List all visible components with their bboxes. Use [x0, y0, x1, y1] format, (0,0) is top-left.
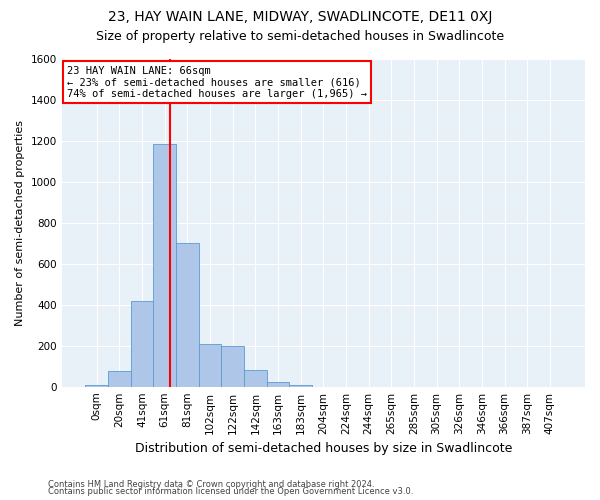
X-axis label: Distribution of semi-detached houses by size in Swadlincote: Distribution of semi-detached houses by …: [134, 442, 512, 455]
Text: Contains HM Land Registry data © Crown copyright and database right 2024.: Contains HM Land Registry data © Crown c…: [48, 480, 374, 489]
Bar: [289, 384, 312, 386]
Bar: [85, 384, 108, 386]
Bar: [221, 346, 244, 387]
Bar: [244, 370, 266, 386]
Bar: [266, 382, 289, 386]
Bar: [108, 372, 131, 386]
Bar: [176, 244, 199, 386]
Text: 23, HAY WAIN LANE, MIDWAY, SWADLINCOTE, DE11 0XJ: 23, HAY WAIN LANE, MIDWAY, SWADLINCOTE, …: [108, 10, 492, 24]
Text: Size of property relative to semi-detached houses in Swadlincote: Size of property relative to semi-detach…: [96, 30, 504, 43]
Y-axis label: Number of semi-detached properties: Number of semi-detached properties: [15, 120, 25, 326]
Bar: [131, 300, 154, 386]
Bar: [199, 344, 221, 386]
Bar: [154, 144, 176, 386]
Text: Contains public sector information licensed under the Open Government Licence v3: Contains public sector information licen…: [48, 487, 413, 496]
Text: 23 HAY WAIN LANE: 66sqm
← 23% of semi-detached houses are smaller (616)
74% of s: 23 HAY WAIN LANE: 66sqm ← 23% of semi-de…: [67, 66, 367, 99]
